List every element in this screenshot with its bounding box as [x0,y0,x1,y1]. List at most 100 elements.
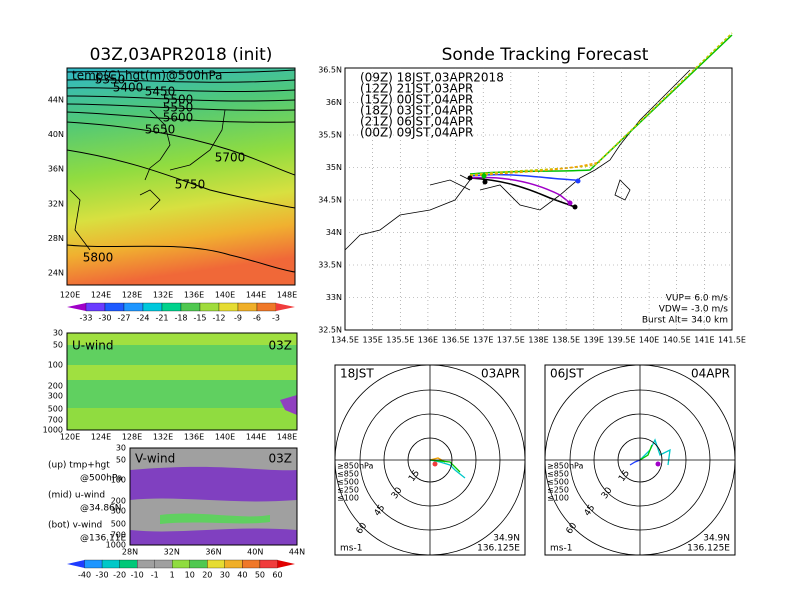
lat-label: 36N [326,98,342,107]
lat-label: 28N [122,548,138,557]
level-label: 100 [48,361,63,370]
lat-label: 36N [48,165,64,174]
wind-colorbar [259,559,278,569]
colorbar-label: -18 [174,314,187,323]
lon-label: 134.5E [331,336,359,345]
note: @34.86N [80,504,122,514]
panel-time: 03Z [269,452,293,466]
hodo-legend: ≤850 [547,470,569,479]
lon-label: 135E [362,336,382,345]
field-label: temp(C),hgt(m)@500hPa [72,69,223,83]
contour-label: 5600 [163,111,194,125]
colorbar-label: -3 [272,314,280,323]
u-wind-frame [66,332,298,431]
lat-label: 34.5N [318,196,342,205]
colorbar-label: 30 [220,571,230,580]
colorbar-label: 40 [237,571,247,580]
level-label: 1000 [106,541,126,550]
contour-label: 5500 [163,93,194,107]
temp-colorbar [142,302,163,312]
u-wind-band [67,380,297,408]
lon-label: 144E [246,291,266,300]
colorbar-label: -40 [78,571,91,580]
hodo-time: 06JST [550,367,584,381]
lat-label: 32N [164,548,180,557]
lon-label: 120E [60,433,80,442]
trajectory-point [482,179,488,185]
lat-label: 35.5N [318,131,342,140]
temp-colorbar [104,302,125,312]
legend-entry: (09Z) 18JST,03APR2018 [360,71,504,85]
lon-label: 140.5E [663,336,691,345]
lat-label: 34N [326,228,342,237]
level-label: 200 [111,497,126,506]
level-label: 100 [111,476,126,485]
level-label: 700 [111,531,126,540]
colorbar-label: -6 [253,314,261,323]
colorbar-label: -24 [136,314,149,323]
note: @500hPa [80,474,122,484]
lon-label: 128E [122,433,142,442]
wind-colorbar [137,559,155,569]
lon-label: 132E [153,433,173,442]
hodo-legend: ≤250 [547,486,569,495]
colorbar-label: -12 [212,314,225,323]
lon-label: 141E [694,336,714,345]
temp-field [66,67,296,286]
lon-label: 140E [639,336,659,345]
trajectory-point [467,175,473,181]
height-contours [66,69,296,273]
colorbar-label: -10 [131,571,144,580]
lat-label: 32N [48,199,64,208]
panel-title: U-wind [72,339,113,353]
colorbar-label: 60 [272,571,282,580]
lon-label: 144E [246,433,266,442]
level-label: 50 [116,456,126,465]
hodo-lon: 136.125E [477,544,520,554]
temp-colorbar [218,302,239,312]
colorbar-label: -20 [113,571,126,580]
contour-label: 5800 [83,251,114,265]
hodo-legend: ≤100 [547,494,569,503]
lat-label: 33.5N [318,261,342,270]
panel-time: 03Z [269,339,293,353]
temp-colorbar [85,302,106,312]
temp-colorbar [180,302,201,312]
lat-label: 36N [205,548,221,557]
note: (mid) u-wind [48,491,105,501]
level-label: 200 [48,382,63,391]
sonde-param: Burst Alt= 34.0 km [642,316,728,326]
wind-colorbar [119,559,138,569]
lat-label: 40N [247,548,263,557]
colorbar-label: 20 [202,571,212,580]
u-wind-band [67,345,297,365]
wind-colorbar [207,559,225,569]
level-label: 50 [53,341,63,350]
hodo-start [432,461,438,467]
lon-label: 138E [528,336,548,345]
tracking-title: Sonde Tracking Forecast [442,45,649,65]
lon-label: 137.5E [497,336,525,345]
legend-entry: (15Z) 00JST,04APR [360,93,473,107]
hodo-legend: ≥850hPa [547,462,584,471]
lon-label: 139.5E [607,336,635,345]
wind-colorbar [189,559,208,569]
lon-label: 136.5E [442,336,470,345]
lat-label: 36.5N [318,66,342,75]
lon-label: 136E [184,291,204,300]
legend-entry: (12Z) 21JST,03APR [360,82,473,96]
v-wind-frame [129,447,298,546]
lon-label: 132E [153,291,173,300]
lon-label: 139E [584,336,604,345]
colorbar-label: -27 [117,314,130,323]
wind-colorbar [101,559,120,569]
colorbar-label: -21 [155,314,168,323]
legend-entry: (21Z) 06JST,04APR [360,115,473,129]
colorbar-label: 10 [185,571,195,580]
colorbar-label: -30 [98,314,111,323]
lat-label: 44N [289,548,305,557]
legend-entry: (00Z) 09JST,04APR [360,126,473,140]
lat-label: 40N [48,130,64,139]
temp-colorbar [256,302,277,312]
